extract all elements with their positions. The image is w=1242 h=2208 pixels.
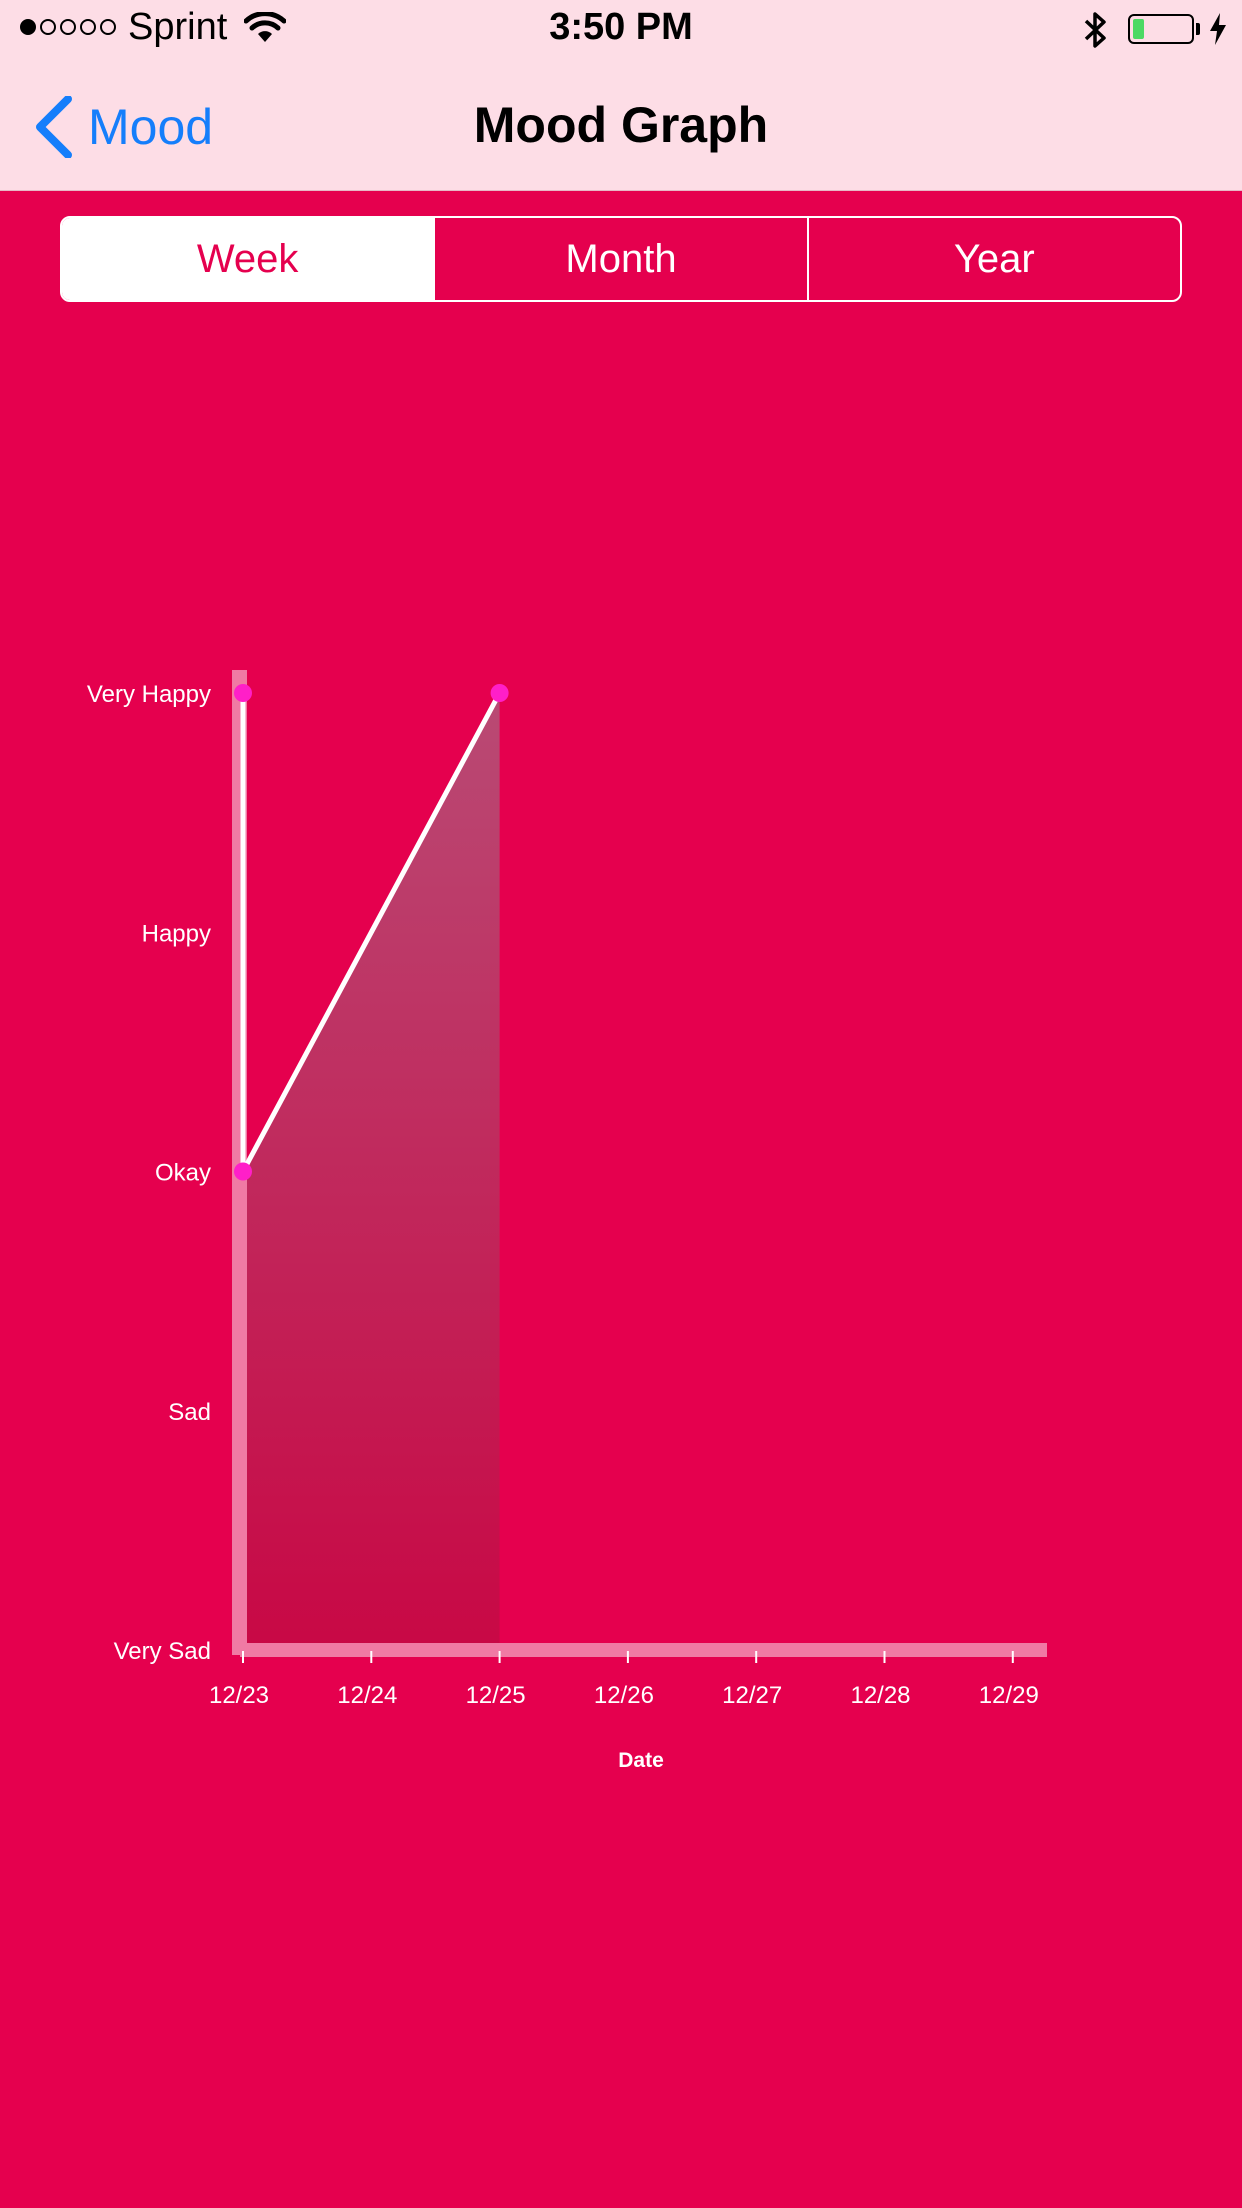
- x-tick-label: 12/28: [850, 1682, 910, 1709]
- y-tick-label: Sad: [168, 1399, 211, 1426]
- back-button[interactable]: Mood: [34, 92, 213, 162]
- carrier-name: Sprint: [128, 6, 228, 48]
- x-tick-label: 12/27: [722, 1682, 782, 1709]
- charging-bolt-icon: [1208, 12, 1228, 51]
- wifi-icon: [243, 11, 287, 49]
- navigation-bar: Sprint 3:50 PM Mood Mood: [0, 0, 1242, 191]
- time-range-segmented-control: Week Month Year: [60, 216, 1182, 302]
- battery-level-fill: [1133, 19, 1144, 39]
- mood-line-chart: 12/23 12/24 12/25 12/26 12/27 12/28 12/29 Very …: [87, 670, 1047, 1772]
- signal-dot: [40, 19, 56, 35]
- data-point: [234, 1162, 252, 1181]
- segment-year[interactable]: Year: [806, 218, 1180, 300]
- signal-dot: [60, 19, 76, 35]
- back-button-label: Mood: [88, 99, 214, 155]
- x-axis: [240, 1643, 1047, 1657]
- bluetooth-icon: [1082, 10, 1110, 55]
- x-tick-label: 12/23: [209, 1682, 269, 1709]
- battery-tip: [1196, 23, 1200, 35]
- status-time: 3:50 PM: [549, 6, 693, 48]
- signal-dot: [100, 19, 116, 35]
- x-axis-title: Date: [618, 1749, 664, 1772]
- chevron-left-icon: [36, 96, 72, 158]
- signal-dot: [20, 19, 36, 35]
- y-tick-label: Happy: [142, 920, 211, 947]
- x-tick-label: 12/29: [979, 1682, 1039, 1709]
- x-tick-label: 12/24: [337, 1682, 397, 1709]
- battery-icon: [1128, 14, 1194, 44]
- segment-month[interactable]: Month: [433, 218, 806, 300]
- status-bar: Sprint 3:50 PM: [0, 0, 1242, 60]
- x-tick-label: 12/26: [594, 1682, 654, 1709]
- signal-dot: [80, 19, 96, 35]
- x-tick-label: 12/25: [466, 1682, 526, 1709]
- y-tick-label: Very Sad: [114, 1638, 211, 1665]
- page-title: Mood Graph: [473, 97, 769, 153]
- y-tick-label: Very Happy: [87, 681, 211, 708]
- data-point: [490, 684, 509, 702]
- segment-week[interactable]: Week: [62, 218, 434, 300]
- signal-strength-icon: [20, 19, 116, 35]
- data-point: [234, 684, 252, 702]
- y-tick-label: Okay: [155, 1160, 211, 1187]
- series-area: [243, 693, 500, 1650]
